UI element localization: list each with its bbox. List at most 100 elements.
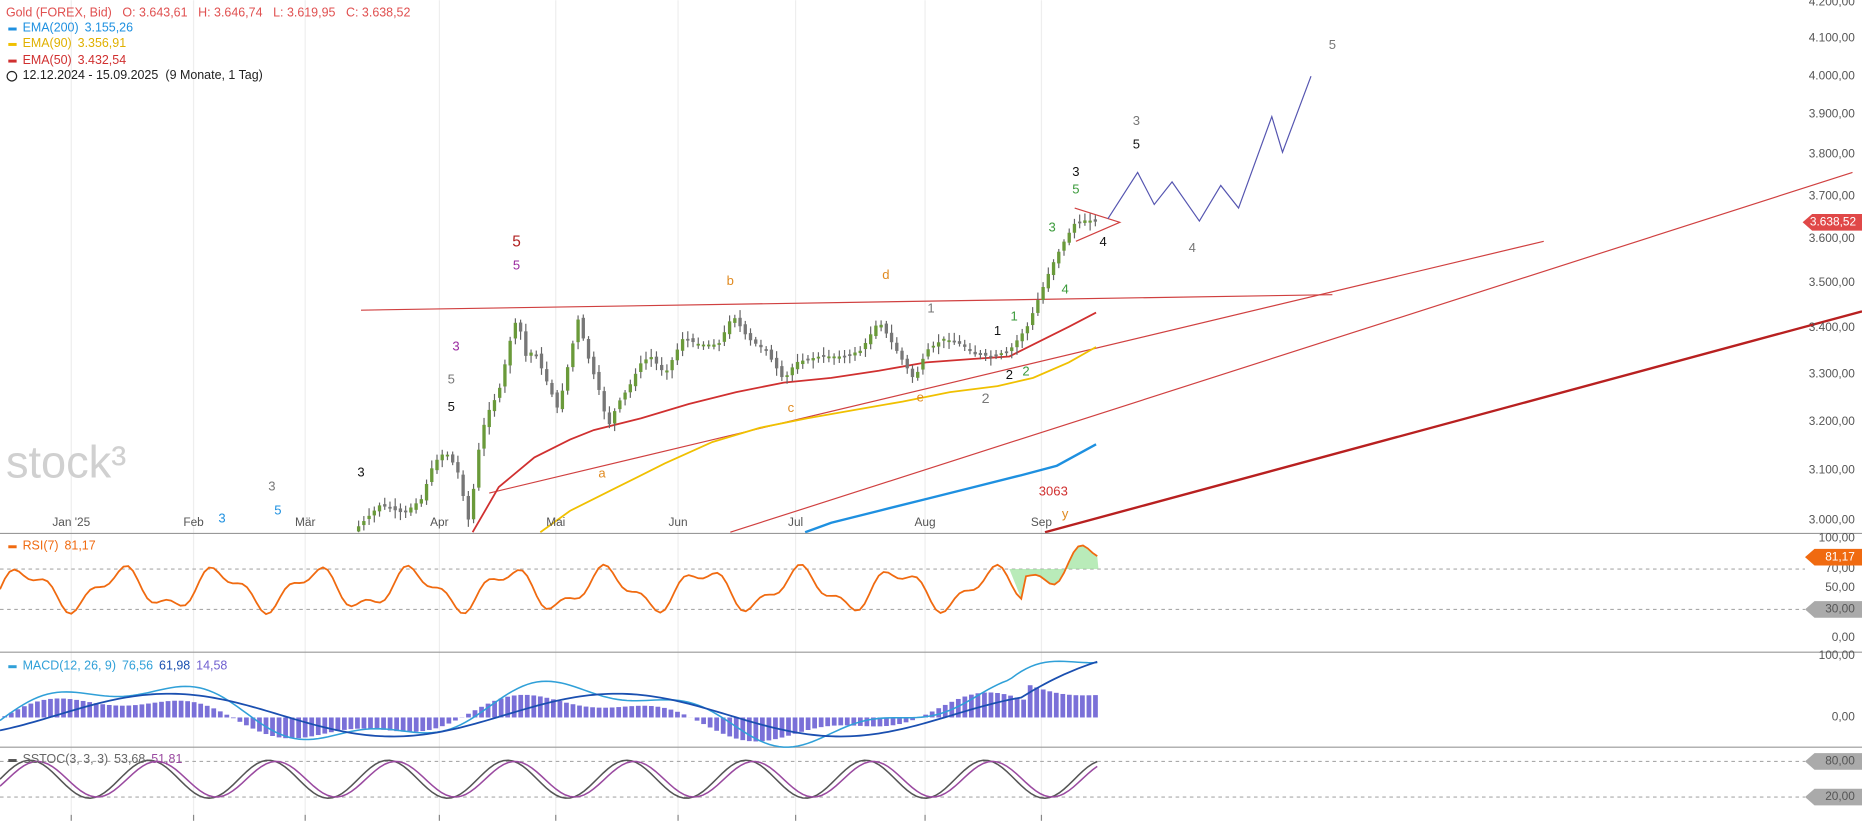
date-range: 12.12.2024 - 15.09.2025 (9 Monate, 1 Tag) — [23, 69, 263, 83]
macd-histogram — [537, 696, 543, 718]
macd-histogram — [21, 706, 27, 718]
candle — [1030, 313, 1035, 326]
macd-histogram — [296, 717, 302, 739]
macd-histogram — [93, 703, 99, 718]
candle — [550, 382, 554, 395]
macd-histogram — [1080, 695, 1085, 718]
month-label: Jun — [669, 515, 688, 529]
macd-histogram — [244, 717, 249, 726]
macd-histogram — [87, 702, 93, 718]
macd-histogram — [270, 717, 275, 736]
candle — [743, 324, 747, 335]
macd-histogram — [518, 694, 524, 718]
macd-histogram — [766, 717, 772, 741]
macd-histogram — [792, 717, 798, 734]
macd-histogram — [720, 717, 726, 734]
rsi-tick-label: 100,00 — [1819, 530, 1856, 544]
macd-histogram — [910, 717, 915, 721]
candle — [670, 360, 674, 371]
wave-label: 4 — [1062, 281, 1069, 296]
candle — [471, 488, 476, 520]
rsi-tick-label: 50,00 — [1825, 580, 1855, 594]
candle — [874, 325, 878, 337]
macd-histogram — [831, 717, 837, 726]
rsi-badge — [1805, 548, 1862, 566]
macd-tick-label: 100,00 — [1819, 648, 1856, 662]
rsi-badge-label: 81,17 — [1825, 549, 1855, 563]
candle — [952, 340, 956, 343]
macd-histogram — [35, 701, 40, 718]
macd-histogram — [975, 693, 981, 718]
candle — [983, 352, 988, 356]
candle — [388, 506, 392, 509]
candle — [508, 340, 512, 366]
candle — [900, 350, 904, 360]
macd-histogram — [106, 705, 112, 718]
legend-entry: EMA(200) 3.155,26 — [23, 21, 134, 35]
candle — [947, 340, 951, 343]
candle — [722, 332, 727, 342]
macd-histogram — [609, 707, 615, 718]
macd-histogram — [126, 705, 132, 718]
macd-line — [0, 660, 1098, 748]
wave-label: 3 — [1133, 113, 1140, 128]
macd-histogram — [1053, 692, 1059, 718]
month-label: Jul — [788, 515, 803, 529]
macd-histogram — [328, 717, 334, 733]
low: L: 3.619,95 — [273, 6, 335, 20]
candle — [837, 356, 841, 359]
candle — [633, 373, 638, 387]
rsi-overbought — [1009, 545, 1099, 599]
legend-entry: EMA(90) 3.356,91 — [23, 36, 127, 50]
candle — [780, 366, 784, 378]
candle — [403, 510, 408, 513]
macd-histogram — [603, 707, 608, 718]
candle — [644, 359, 648, 364]
candle — [1015, 340, 1019, 348]
legend-entry: EMA(50) 3.432,54 — [23, 53, 127, 67]
macd-histogram — [616, 707, 622, 718]
macd-histogram — [675, 711, 680, 718]
macd-histogram — [41, 699, 47, 718]
symbol: Gold (FOREX, Bid) — [6, 6, 112, 20]
ema-200 — [804, 443, 1097, 534]
macd-histogram — [498, 698, 504, 718]
macd-histogram — [877, 717, 883, 727]
macd-histogram — [172, 700, 177, 718]
macd-histogram — [466, 713, 471, 718]
wave-label: 1 — [927, 300, 934, 315]
candle — [905, 358, 909, 369]
macd-histogram — [204, 705, 210, 718]
macd-histogram — [387, 717, 393, 731]
macd-histogram — [746, 717, 752, 742]
candle — [863, 343, 868, 350]
candle — [1025, 326, 1030, 334]
macd-histogram — [178, 700, 184, 718]
candle — [498, 387, 502, 398]
candle — [665, 370, 669, 373]
candle — [827, 356, 831, 359]
macd-histogram — [936, 708, 942, 718]
candle — [1078, 221, 1082, 224]
macd-histogram — [185, 701, 190, 718]
candle — [1067, 232, 1071, 243]
candle — [879, 324, 883, 328]
macd-histogram — [648, 706, 654, 718]
month-label: Mai — [546, 515, 565, 529]
macd-histogram — [799, 717, 804, 732]
macd-histogram — [812, 717, 817, 729]
candle — [398, 508, 403, 513]
candle — [466, 495, 471, 520]
macd-histogram — [929, 711, 935, 718]
month-label: Aug — [915, 515, 936, 529]
candle — [414, 503, 418, 510]
triangle — [1074, 207, 1122, 242]
macd-histogram — [1001, 694, 1007, 718]
macd-histogram — [694, 717, 700, 721]
legend-swatch — [8, 27, 17, 31]
grid — [70, 0, 1043, 821]
month-label: Feb — [183, 515, 204, 529]
macd-histogram — [864, 717, 870, 727]
candle — [999, 353, 1003, 356]
